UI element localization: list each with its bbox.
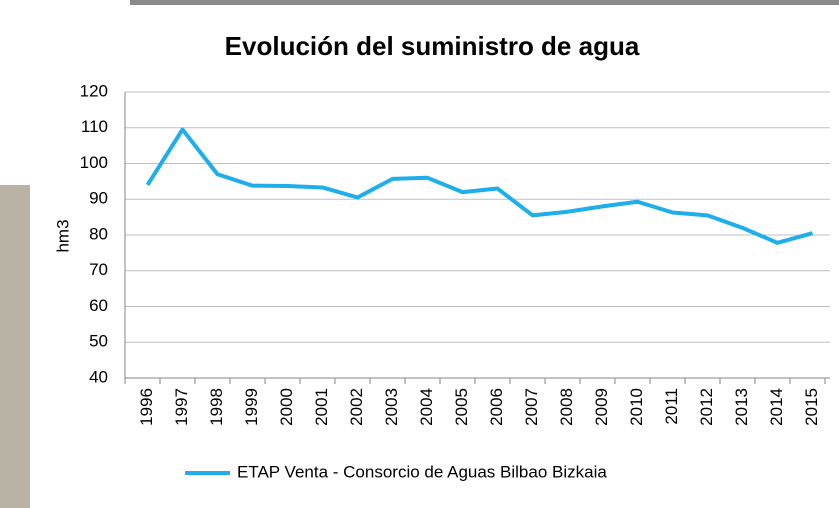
- x-tick-label: 1997: [172, 388, 191, 426]
- x-tick-label: 2005: [452, 388, 471, 426]
- x-tick-label: 2001: [312, 388, 331, 426]
- x-tick-label: 1996: [137, 388, 156, 426]
- y-tick-label: 40: [89, 367, 108, 386]
- chart-title: Evolución del suministro de agua: [225, 31, 640, 61]
- x-tick-label: 2007: [522, 388, 541, 426]
- x-tick-label: 2013: [732, 388, 751, 426]
- chart: Evolución del suministro de agua hm3 40 5…: [0, 0, 839, 508]
- x-tick-label: 2014: [767, 388, 786, 426]
- x-tick-label: 1998: [207, 388, 226, 426]
- y-tick-label: 70: [89, 260, 108, 279]
- y-tick-label: 80: [89, 224, 108, 243]
- y-tick-label: 110: [81, 117, 108, 136]
- x-tick-label: 2003: [382, 388, 401, 426]
- y-tick-label: 60: [89, 296, 108, 315]
- x-tick-label: 2015: [802, 388, 821, 426]
- x-tick-label: 2006: [487, 388, 506, 426]
- x-tick-label: 2000: [277, 388, 296, 426]
- x-tick-label: 2010: [627, 388, 646, 426]
- y-tick-label: 90: [89, 189, 108, 208]
- x-tick-label: 2004: [417, 388, 436, 426]
- chart-frame: [30, 5, 839, 508]
- legend-label: ETAP Venta - Consorcio de Aguas Bilbao B…: [237, 462, 607, 481]
- y-axis-label: hm3: [53, 219, 72, 252]
- window-edge: [130, 0, 839, 5]
- x-tick-label: 2008: [557, 388, 576, 426]
- y-tick-label: 100: [80, 153, 108, 172]
- x-tick-label: 2011: [662, 388, 681, 425]
- x-tick-label: 2002: [347, 388, 366, 426]
- y-tick-label: 50: [89, 332, 108, 351]
- y-tick-label: 120: [80, 81, 108, 100]
- x-tick-label: 2009: [592, 388, 611, 426]
- photo-strip: [0, 185, 30, 508]
- x-tick-label: 1999: [242, 388, 261, 426]
- x-tick-label: 2012: [697, 388, 716, 426]
